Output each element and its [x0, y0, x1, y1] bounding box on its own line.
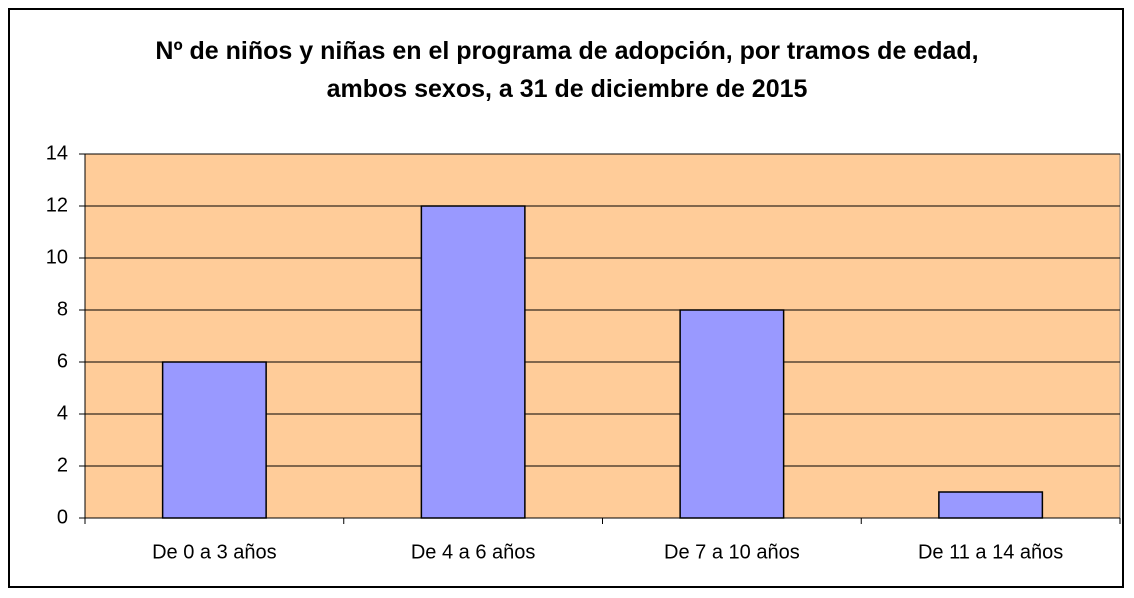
y-tick-label: 10: [46, 246, 68, 268]
bar: [938, 491, 1044, 519]
y-tick-label: 4: [57, 402, 68, 424]
y-tick-label: 2: [57, 454, 68, 476]
x-tick-label: De 4 a 6 años: [411, 541, 536, 563]
bar: [420, 205, 526, 519]
y-tick-label: 6: [57, 350, 68, 372]
bar: [679, 309, 785, 519]
chart-frame: [8, 8, 1124, 588]
bar: [161, 361, 267, 519]
y-tick-label: 12: [46, 194, 68, 216]
y-tick-label: 0: [57, 506, 68, 528]
x-tick-label: De 7 a 10 años: [664, 541, 800, 563]
x-tick-label: De 11 a 14 años: [918, 541, 1063, 563]
chart-title: Nº de niños y niñas en el programa de ad…: [155, 37, 979, 103]
y-tick-label: 14: [46, 142, 68, 164]
x-tick-label: De 0 a 3 años: [152, 541, 277, 563]
y-tick-label: 8: [57, 298, 68, 320]
